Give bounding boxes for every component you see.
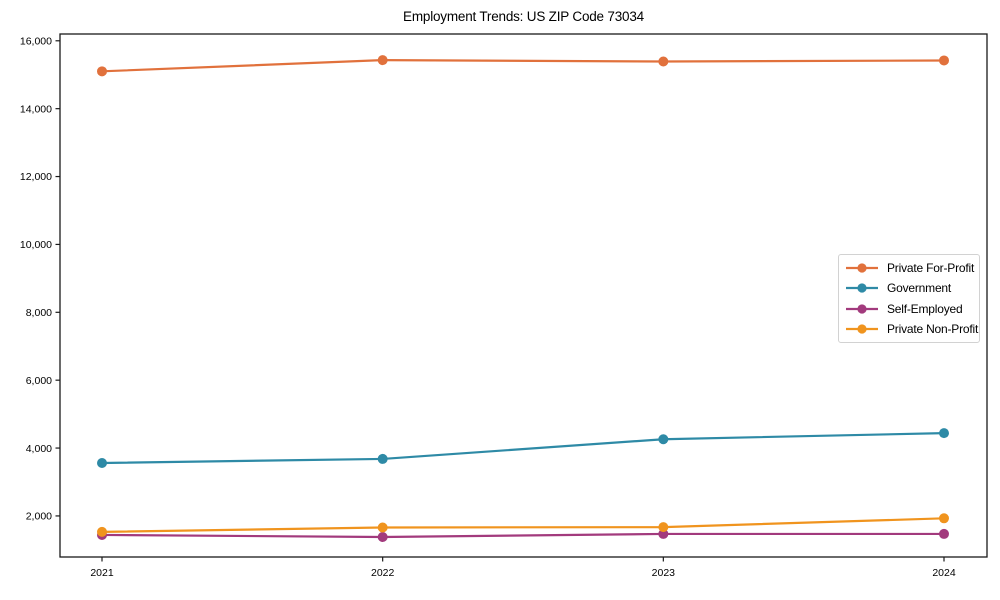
data-point-marker [658,434,669,445]
y-tick-label: 2,000 [26,511,52,523]
data-point-marker [377,522,388,533]
x-tick-label: 2022 [371,567,395,579]
data-point-marker [939,428,949,439]
y-tick-label: 4,000 [26,443,52,455]
legend-marker [846,283,878,293]
series-line [100,532,946,539]
plot-frame [59,33,988,558]
y-tick-label: 10,000 [20,239,52,251]
y-tick-label: 16,000 [20,35,52,47]
series-line [100,59,946,73]
legend-item: Private Non-Profit [845,320,979,338]
data-point-marker [377,55,388,66]
chart-title: Employment Trends: US ZIP Code 73034 [403,9,644,24]
series-line [100,432,946,465]
x-tick-label: 2024 [932,567,956,579]
legend-label: Private Non-Profit [887,321,979,336]
data-point-marker [658,522,669,533]
data-point-marker [377,531,388,542]
y-tick-label: 14,000 [20,103,52,115]
data-point-marker [97,457,107,468]
data-point-marker [939,528,949,539]
legend-item: Government [845,279,979,297]
data-point-marker [97,66,107,77]
data-point-marker [939,513,949,524]
x-tick-label: 2021 [90,567,114,579]
data-point-marker [939,55,949,66]
y-tick-label: 8,000 [26,307,52,319]
data-point-marker [377,453,388,464]
legend-label: Private For-Profit [887,261,975,276]
legend-marker [846,324,878,334]
series-line [100,517,946,533]
y-tick-label: 12,000 [20,171,52,183]
legend-marker [846,304,878,314]
legend-label: Self-Employed [887,301,963,316]
data-point-marker [97,526,107,537]
data-point-marker [658,56,669,67]
y-tick-label: 6,000 [26,375,52,387]
legend-marker [846,263,878,273]
legend: Private For-Profit Government Self-Employe… [838,254,980,343]
x-tick-label: 2023 [652,567,676,579]
legend-item: Private For-Profit [845,259,979,277]
legend-label: Government [887,281,952,296]
legend-item: Self-Employed [845,300,979,318]
